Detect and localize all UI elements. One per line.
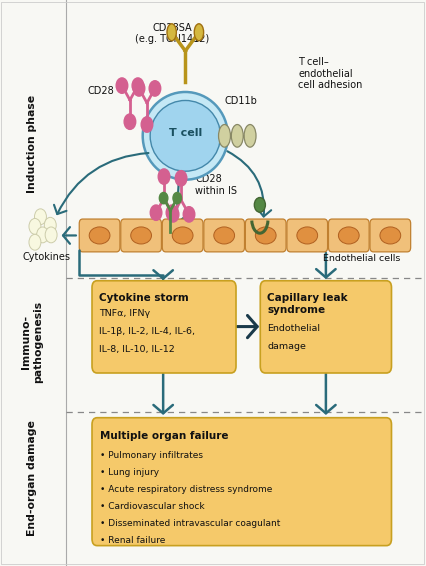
Circle shape	[173, 192, 181, 204]
Text: Induction phase: Induction phase	[27, 95, 37, 194]
Text: Endothelial cells: Endothelial cells	[323, 254, 401, 263]
Ellipse shape	[150, 101, 221, 171]
Text: ICAM1: ICAM1	[256, 233, 284, 242]
Text: CD28: CD28	[87, 85, 114, 96]
Circle shape	[35, 209, 46, 225]
Circle shape	[29, 234, 41, 250]
FancyBboxPatch shape	[79, 219, 120, 252]
Ellipse shape	[380, 227, 401, 244]
Circle shape	[175, 170, 187, 186]
Text: IL-1β, IL-2, IL-4, IL-6,: IL-1β, IL-2, IL-4, IL-6,	[99, 327, 195, 336]
Circle shape	[132, 78, 144, 93]
Text: • Cardiovascular shock: • Cardiovascular shock	[100, 502, 205, 511]
Circle shape	[150, 205, 162, 220]
Text: Cytokine storm: Cytokine storm	[99, 293, 189, 303]
Ellipse shape	[131, 227, 152, 244]
FancyBboxPatch shape	[92, 281, 236, 373]
Circle shape	[124, 114, 136, 130]
FancyBboxPatch shape	[287, 219, 328, 252]
Ellipse shape	[194, 24, 204, 41]
Text: Capillary leak
syndrome: Capillary leak syndrome	[267, 293, 348, 315]
Circle shape	[149, 81, 161, 96]
Ellipse shape	[297, 227, 318, 244]
Text: • Disseminated intravascular coagulant: • Disseminated intravascular coagulant	[100, 519, 280, 528]
FancyBboxPatch shape	[92, 418, 391, 546]
Ellipse shape	[172, 227, 193, 244]
Ellipse shape	[89, 227, 110, 244]
Ellipse shape	[214, 227, 235, 244]
Text: TNFα, IFNγ: TNFα, IFNγ	[99, 309, 150, 318]
Text: T cell: T cell	[169, 128, 202, 138]
Circle shape	[167, 207, 179, 222]
FancyBboxPatch shape	[162, 219, 203, 252]
Text: damage: damage	[267, 342, 306, 351]
FancyBboxPatch shape	[260, 281, 391, 373]
FancyArrowPatch shape	[227, 151, 271, 217]
Ellipse shape	[244, 125, 256, 147]
Text: Cytokines: Cytokines	[22, 252, 70, 262]
Text: Multiple organ failure: Multiple organ failure	[100, 431, 229, 441]
Circle shape	[116, 78, 128, 93]
Circle shape	[45, 227, 57, 243]
FancyBboxPatch shape	[245, 219, 286, 252]
Ellipse shape	[255, 227, 276, 244]
Circle shape	[159, 192, 168, 204]
Text: CD28SA
(e.g. TGN1412): CD28SA (e.g. TGN1412)	[135, 23, 210, 44]
FancyBboxPatch shape	[328, 219, 369, 252]
Text: FcγR: FcγR	[171, 233, 193, 242]
Circle shape	[158, 169, 170, 185]
Text: CD11b: CD11b	[225, 96, 258, 106]
Text: End-organ damage: End-organ damage	[27, 421, 37, 536]
Text: T cell–
endothelial
cell adhesion: T cell– endothelial cell adhesion	[298, 57, 363, 90]
Ellipse shape	[231, 125, 243, 147]
Ellipse shape	[167, 24, 176, 41]
Text: IL-8, IL-10, IL-12: IL-8, IL-10, IL-12	[99, 345, 175, 354]
Circle shape	[183, 207, 195, 222]
Circle shape	[44, 217, 56, 233]
Text: CD28
within IS: CD28 within IS	[195, 174, 237, 196]
Ellipse shape	[219, 125, 230, 147]
Text: • Pulmonary infiltrates: • Pulmonary infiltrates	[100, 451, 203, 460]
Text: Endothelial: Endothelial	[267, 324, 320, 333]
Circle shape	[37, 227, 49, 243]
FancyBboxPatch shape	[370, 219, 411, 252]
Ellipse shape	[143, 92, 228, 180]
Circle shape	[29, 218, 41, 234]
Ellipse shape	[338, 227, 359, 244]
FancyArrowPatch shape	[54, 153, 148, 214]
FancyBboxPatch shape	[121, 219, 161, 252]
Circle shape	[254, 198, 265, 212]
Text: • Acute respiratory distress syndrome: • Acute respiratory distress syndrome	[100, 485, 273, 494]
Circle shape	[166, 205, 178, 220]
Text: Immuno-
pathogenesis: Immuno- pathogenesis	[21, 301, 43, 384]
Text: • Renal failure: • Renal failure	[100, 536, 165, 545]
FancyBboxPatch shape	[204, 219, 245, 252]
Text: • Lung injury: • Lung injury	[100, 468, 159, 477]
Circle shape	[133, 81, 145, 96]
Circle shape	[141, 117, 153, 132]
